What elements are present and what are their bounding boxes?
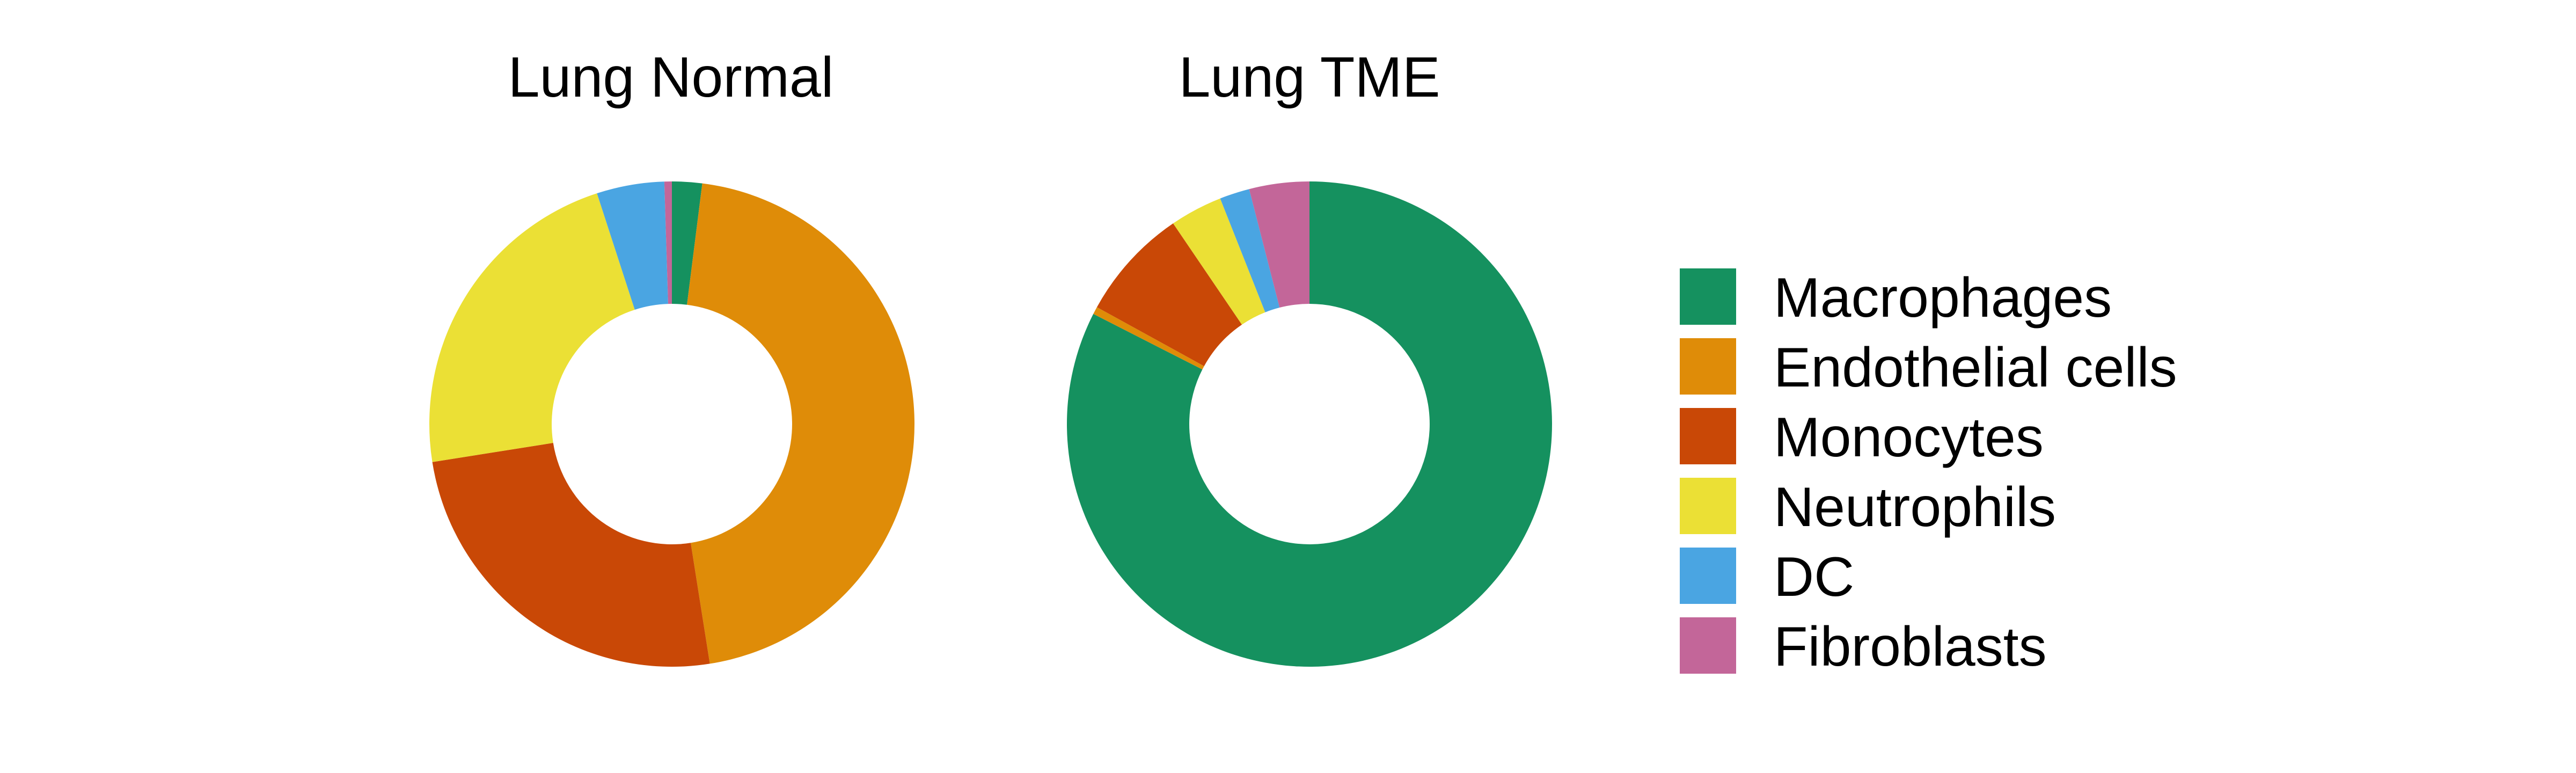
legend-item-fibroblasts: Fibroblasts bbox=[1680, 616, 2047, 678]
donut-slice-monocytes bbox=[1096, 223, 1242, 367]
legend-item-macrophages: Macrophages bbox=[1680, 267, 2112, 329]
donut-slice-monocytes bbox=[432, 443, 710, 667]
donut-slice-macrophages bbox=[1066, 181, 1552, 667]
legend-label: Fibroblasts bbox=[1774, 616, 2047, 678]
legend-item-endothelial-cells: Endothelial cells bbox=[1680, 337, 2177, 399]
legend: Macrophages Endothelial cells Monocytes … bbox=[1680, 267, 2177, 678]
legend-swatch bbox=[1680, 478, 1736, 534]
legend-swatch bbox=[1680, 548, 1736, 604]
donut-slice-endothelial-cells bbox=[687, 183, 915, 664]
legend-label: Macrophages bbox=[1774, 267, 2112, 329]
chart-lung-tme: Lung TME bbox=[1066, 46, 1552, 667]
legend-swatch bbox=[1680, 268, 1736, 325]
legend-label: DC bbox=[1774, 546, 1854, 608]
donut-slice-fibroblasts bbox=[1249, 181, 1309, 308]
donut-slice-dc bbox=[597, 181, 668, 310]
legend-label: Neutrophils bbox=[1774, 476, 2056, 538]
donut-slice-macrophages bbox=[672, 181, 702, 305]
donut-slice-neutrophils bbox=[429, 193, 635, 462]
legend-swatch bbox=[1680, 408, 1736, 464]
chart-lung-normal: Lung Normal bbox=[429, 46, 915, 667]
legend-swatch bbox=[1680, 338, 1736, 395]
legend-swatch bbox=[1680, 617, 1736, 674]
donut-slice-fibroblasts bbox=[664, 181, 672, 304]
donut-slice-dc bbox=[1220, 189, 1280, 312]
donut-slice-endothelial-cells bbox=[1093, 307, 1204, 370]
donut-slice-neutrophils bbox=[1173, 198, 1265, 325]
legend-item-dc: DC bbox=[1680, 546, 1854, 608]
chart-title-lung-tme: Lung TME bbox=[1179, 46, 1440, 109]
chart-title-lung-normal: Lung Normal bbox=[508, 46, 834, 109]
legend-item-monocytes: Monocytes bbox=[1680, 406, 2044, 469]
donut-lung-normal bbox=[429, 181, 915, 667]
legend-label: Endothelial cells bbox=[1774, 337, 2177, 399]
legend-label: Monocytes bbox=[1774, 406, 2044, 469]
donut-lung-tme bbox=[1066, 181, 1552, 667]
legend-item-neutrophils: Neutrophils bbox=[1680, 476, 2056, 538]
